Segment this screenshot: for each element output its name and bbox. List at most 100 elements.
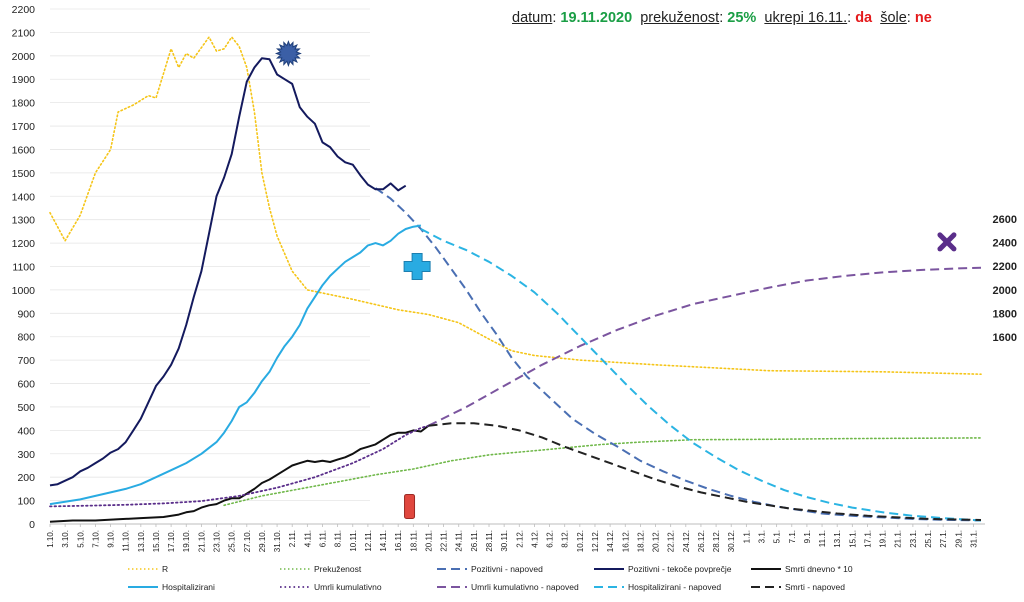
x-tick-label: 21.10.: [197, 530, 206, 552]
y-tick-label: 400: [17, 425, 35, 437]
x-tick-label: 10.12.: [576, 530, 585, 552]
legend-label: Hospitalizirani: [162, 582, 215, 592]
y-tick-label: 1600: [12, 144, 36, 156]
x-tick-label: 3.1.: [757, 530, 766, 543]
x-tick-label: 6.11.: [318, 530, 327, 547]
x-tick-label: 5.1.: [773, 530, 782, 543]
x-tick-label: 28.12.: [712, 530, 721, 552]
legend-label: Smrti - napoved: [785, 582, 845, 592]
y-tick-label: 300: [17, 449, 35, 461]
x-tick-label: 24.11.: [455, 530, 464, 552]
schools-label: šole: [880, 10, 907, 26]
y-tick-label: 1300: [12, 215, 36, 227]
series-pozitivni-napoved: [374, 187, 982, 522]
x-tick-label: 14.12.: [606, 530, 615, 552]
x-tick-label: 22.12.: [667, 530, 676, 552]
y-tick-label: 800: [17, 332, 35, 344]
x-tick-label: 25.1.: [924, 530, 933, 548]
x-tick-label: 11.1.: [818, 530, 827, 547]
right-y-tick-label: 2200: [993, 261, 1017, 273]
series-umrli-kumulativno: [49, 424, 430, 508]
immunity-label: prekuženost: [640, 10, 720, 26]
y-tick-label: 200: [17, 472, 35, 484]
x-tick-label: 20.12.: [652, 530, 661, 552]
x-tick-label: 29.1.: [954, 530, 963, 548]
axes: 0 100 200 300 400 500 600 700 800 900 1000 1100 1200…: [12, 4, 1017, 552]
x-tick-label: 12.12.: [591, 530, 600, 552]
x-stroke: [937, 232, 957, 252]
x-tick-label: 6.12.: [546, 530, 555, 548]
hospital-marker: [403, 253, 431, 280]
x-tick-label: 9.10.: [107, 530, 116, 548]
y-tick-label: 1900: [12, 74, 36, 86]
positive-marker: [274, 40, 302, 67]
y-tick-label: 1400: [12, 191, 36, 203]
x-tick-label: 17.10.: [167, 530, 176, 552]
y-tick-label: 0: [29, 519, 35, 531]
y-tick-label: 1500: [12, 168, 36, 180]
series-smrti-napoved: [428, 422, 982, 521]
y-tick-label: 500: [17, 402, 35, 414]
x-tick-label: 12.11.: [364, 530, 373, 552]
x-tick-label: 1.10.: [46, 530, 55, 548]
x-tick-label: 2.12.: [515, 530, 524, 548]
legend-label: Prekuženost: [314, 564, 362, 574]
x-tick-label: 10.11.: [349, 530, 358, 552]
x-tick-label: 8.12.: [561, 530, 570, 548]
x-tick-label: 16.12.: [621, 530, 630, 552]
series-r: [49, 36, 982, 375]
x-tick-label: 27.10.: [243, 530, 252, 552]
x-tick-label: 25.10.: [228, 530, 237, 552]
legend-item: Hospitalizirani: [128, 582, 215, 592]
x-tick-label: 4.12.: [530, 530, 539, 548]
x-tick-label: 8.11.: [334, 530, 343, 547]
x-tick-label: 14.11.: [379, 530, 388, 552]
x-tick-label: 30.12.: [727, 530, 736, 552]
legend-label: Umrli kumulativno - napoved: [471, 582, 579, 592]
x-tick-label: 17.1.: [863, 530, 872, 548]
x-tick-label: 11.10.: [122, 530, 131, 552]
date-label: datum: [512, 10, 553, 26]
right-y-tick-label: 2600: [993, 214, 1017, 226]
y-tick-label: 1100: [12, 262, 35, 274]
y-tick-label: 600: [17, 379, 35, 391]
x-tick-label: 31.1.: [969, 530, 978, 548]
x-tick-label: 26.12.: [697, 530, 706, 552]
y-tick-label: 700: [17, 355, 35, 367]
x-tick-label: 19.10.: [182, 530, 191, 552]
date-value: 19.11.2020: [560, 10, 633, 26]
legend-label: Umrli kumulativno: [314, 582, 382, 592]
legend-item: Prekuženost: [280, 564, 362, 574]
legend-label: Pozitivni - tekoče povprečje: [628, 564, 732, 574]
x-tick-label: 27.1.: [939, 530, 948, 548]
legend-item: Pozitivni - tekoče povprečje: [594, 564, 732, 574]
x-tick-label: 7.10.: [91, 530, 100, 548]
x-tick-label: 15.1.: [848, 530, 857, 548]
x-tick-label: 7.1.: [788, 530, 797, 543]
x-tick-label: 26.11.: [470, 530, 479, 552]
legend-item: Hospitalizirani - napoved: [594, 582, 721, 592]
x-tick-label: 29.10.: [258, 530, 267, 552]
legend-label: Pozitivni - napoved: [471, 564, 543, 574]
right-y-tick-label: 1800: [993, 308, 1017, 320]
legend: R Prekuženost Pozitivni - napoved Pozitivni…: [128, 564, 853, 592]
legend-item: Smrti - napoved: [751, 582, 845, 592]
right-y-tick-label: 1600: [993, 332, 1017, 344]
legend-label: R: [162, 564, 168, 574]
x-tick-label: 18.12.: [636, 530, 645, 552]
x-tick-label: 22.11.: [440, 530, 449, 552]
x-tick-label: 30.11.: [500, 530, 509, 552]
measures-label: ukrepi 16.11.: [764, 10, 848, 26]
series-lines: [49, 36, 982, 523]
grid-lines: [50, 8, 370, 501]
markers: [274, 40, 957, 519]
series-umrli-kumulativno-napoved: [428, 266, 982, 427]
x-tick-label: 23.1.: [909, 530, 918, 548]
y-tick-label: 2200: [12, 4, 36, 16]
x-tick-label: 13.10.: [137, 530, 146, 552]
right-y-tick-label: 2400: [993, 238, 1017, 250]
deaths-cumulative-marker: [937, 232, 957, 252]
legend-label: Smrti dnevno * 10: [785, 564, 853, 574]
x-tick-label: 1.1.: [742, 530, 751, 543]
legend-label: Hospitalizirani - napoved: [628, 582, 721, 592]
